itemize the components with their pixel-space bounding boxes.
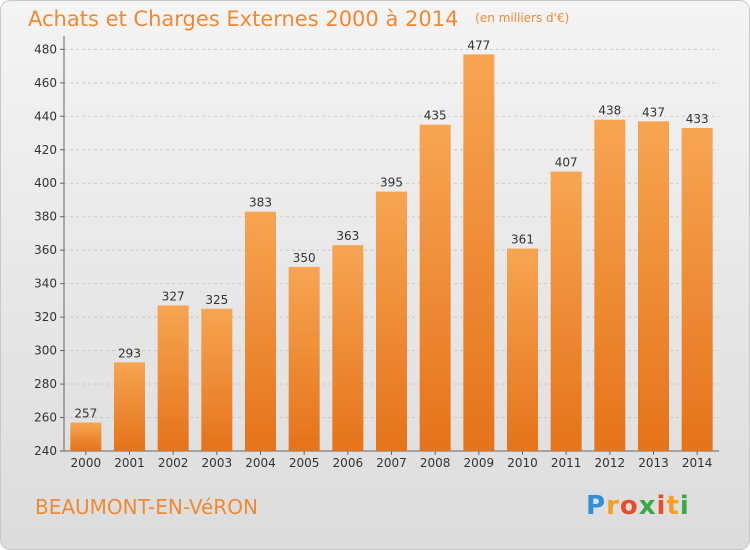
data-label: 257 bbox=[74, 407, 97, 421]
data-label: 395 bbox=[380, 176, 403, 190]
logo-letter: i bbox=[656, 491, 667, 521]
y-tick-label: 480 bbox=[34, 42, 57, 56]
x-tick-label: 2001 bbox=[114, 456, 145, 470]
bar bbox=[594, 119, 626, 451]
data-label: 293 bbox=[118, 346, 141, 360]
x-tick-label: 2005 bbox=[289, 456, 320, 470]
bar bbox=[681, 128, 713, 451]
y-tick-label: 360 bbox=[34, 243, 57, 257]
logo-letter: t bbox=[666, 491, 680, 521]
x-tick-label: 2007 bbox=[376, 456, 407, 470]
y-tick-label: 420 bbox=[34, 143, 57, 157]
x-tick-label: 2002 bbox=[158, 456, 189, 470]
x-tick-label: 2000 bbox=[71, 456, 102, 470]
x-tick-label: 2012 bbox=[595, 456, 626, 470]
bar bbox=[157, 305, 189, 451]
x-tick-label: 2006 bbox=[333, 456, 364, 470]
bar bbox=[332, 245, 364, 451]
y-tick-label: 380 bbox=[34, 210, 57, 224]
data-label: 327 bbox=[162, 289, 185, 303]
data-label: 435 bbox=[424, 109, 447, 123]
proxiti-logo[interactable]: Proxiti bbox=[586, 491, 690, 521]
y-tick-label: 240 bbox=[34, 444, 57, 458]
x-tick-label: 2003 bbox=[202, 456, 233, 470]
bar bbox=[70, 422, 102, 451]
bar bbox=[114, 362, 145, 451]
bar bbox=[201, 308, 233, 451]
data-label: 477 bbox=[467, 38, 490, 52]
x-tick-label: 2014 bbox=[682, 456, 713, 470]
data-label: 383 bbox=[249, 196, 272, 210]
x-tick-label: 2004 bbox=[245, 456, 276, 470]
bar bbox=[507, 248, 538, 451]
logo-letter: P bbox=[586, 491, 607, 521]
data-label: 363 bbox=[336, 229, 359, 243]
x-tick-label: 2009 bbox=[464, 456, 495, 470]
y-tick-label: 260 bbox=[34, 411, 57, 425]
data-label: 325 bbox=[205, 293, 228, 307]
data-label: 407 bbox=[555, 156, 578, 170]
bar bbox=[550, 171, 582, 451]
data-label: 437 bbox=[642, 105, 665, 119]
data-label: 433 bbox=[686, 112, 709, 126]
chart-title-text: Achats et Charges Externes 2000 à 2014 bbox=[28, 7, 459, 31]
unit-label: (en milliers d'€) bbox=[475, 11, 570, 25]
data-label: 438 bbox=[598, 104, 621, 118]
y-tick-label: 440 bbox=[34, 109, 57, 123]
logo-letter: x bbox=[638, 491, 657, 521]
bar bbox=[288, 266, 320, 451]
y-tick-label: 300 bbox=[34, 344, 57, 358]
data-label: 350 bbox=[293, 251, 316, 265]
y-tick-label: 320 bbox=[34, 310, 57, 324]
bar bbox=[463, 54, 495, 451]
y-tick-label: 460 bbox=[34, 76, 57, 90]
labels: 240 260 280 300 320 340 360 380 400 420 440 460 480 2… bbox=[34, 38, 712, 470]
y-tick-label: 280 bbox=[34, 377, 57, 391]
logo-letter: i bbox=[679, 491, 690, 521]
y-tick-label: 400 bbox=[34, 176, 57, 190]
x-tick-label: 2013 bbox=[638, 456, 669, 470]
bar bbox=[245, 211, 276, 451]
bar bbox=[638, 121, 669, 451]
x-tick-label: 2008 bbox=[420, 456, 451, 470]
bars bbox=[70, 54, 713, 452]
logo-letter: o bbox=[619, 491, 639, 521]
logo-letter: r bbox=[606, 491, 620, 521]
commune-name: BEAUMONT-EN-VéRON bbox=[35, 495, 258, 519]
chart-title: Achats et Charges Externes 2000 à 2014 (… bbox=[28, 7, 569, 31]
x-tick-label: 2010 bbox=[507, 456, 538, 470]
bar bbox=[419, 124, 451, 452]
x-tick-label: 2011 bbox=[551, 456, 582, 470]
y-tick-label: 340 bbox=[34, 277, 57, 291]
bar bbox=[376, 191, 407, 451]
data-label: 361 bbox=[511, 233, 534, 247]
